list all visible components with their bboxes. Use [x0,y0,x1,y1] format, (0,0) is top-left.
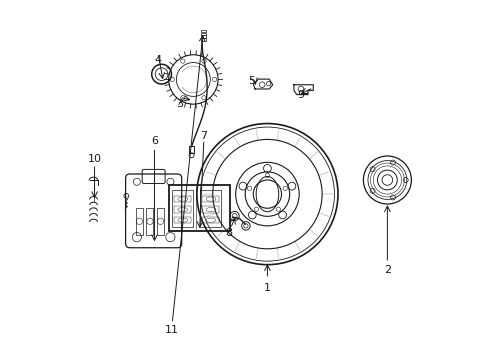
Bar [168,185,230,231]
Bar [202,196,219,202]
Text: 5: 5 [247,76,255,86]
Text: 4: 4 [154,55,162,65]
Bar [157,208,164,235]
Bar [174,217,190,224]
Text: 10: 10 [87,154,102,164]
Bar [174,196,190,202]
Bar [188,147,194,153]
Text: 7: 7 [200,131,207,141]
Bar [172,189,192,227]
Text: 6: 6 [151,136,158,146]
Bar [174,207,190,213]
Bar [136,208,142,235]
Text: 9: 9 [297,90,304,100]
Text: 1: 1 [264,283,270,293]
Bar [201,38,206,41]
Text: 2: 2 [383,265,390,275]
Bar [200,189,221,227]
Bar [201,35,206,38]
Text: 8: 8 [224,228,232,238]
Bar [201,32,206,35]
Bar [202,207,219,213]
Text: 3: 3 [175,99,183,109]
Bar [146,208,153,235]
Bar [202,217,219,224]
Bar [201,30,206,32]
Text: 11: 11 [165,325,179,335]
